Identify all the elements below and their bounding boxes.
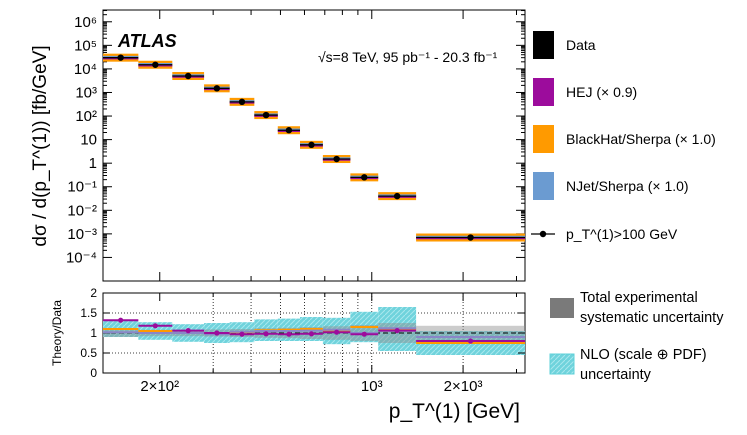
legend-swatch <box>549 353 575 375</box>
data-point <box>333 155 340 163</box>
main-panel-frame <box>102 9 526 282</box>
ratio-y-axis-title: Theory/Data <box>50 300 64 366</box>
energy-annotation: √s=8 TeV, 95 pb⁻¹ - 20.3 fb⁻¹ <box>318 49 498 65</box>
y-tick-label: 10² <box>75 108 97 125</box>
legend-label: NJet/Sherpa (× 1.0) <box>566 178 689 194</box>
data-point <box>117 54 124 61</box>
legend-swatch <box>533 172 554 200</box>
legend-label: p_T^(1)>100 GeV <box>566 226 678 242</box>
y-tick-label: 10⁵ <box>74 37 97 54</box>
data-point <box>213 85 221 92</box>
data-point <box>467 234 474 241</box>
legend-label: Data <box>566 37 596 53</box>
data-point <box>262 111 270 119</box>
hej-ratio-point <box>394 328 400 334</box>
data-point <box>184 72 192 80</box>
hej-ratio-point <box>467 338 474 344</box>
y-tick-label: 10⁻¹ <box>67 179 97 196</box>
data-point <box>393 192 401 200</box>
y-tick-label: 10 <box>80 132 97 149</box>
experiment-label: ATLAS <box>117 31 177 51</box>
hej-ratio-point <box>152 323 158 329</box>
hej-ratio-point <box>239 331 245 337</box>
legend-swatch <box>533 125 554 153</box>
hej-ratio-point <box>185 328 191 334</box>
legend-label: Total experimental <box>580 290 698 306</box>
y-tick-label: 1 <box>89 155 97 172</box>
legend-label: uncertainty <box>580 367 652 383</box>
legend-swatch <box>550 298 574 318</box>
x-tick-label: 2×10² <box>140 378 179 395</box>
y-tick-label: 10⁻³ <box>67 226 97 243</box>
ratio-y-tick-label: 0 <box>90 366 97 380</box>
legend-label: HEJ (× 0.9) <box>566 84 637 100</box>
hej-ratio-point <box>214 330 220 336</box>
data-point <box>285 127 293 134</box>
ratio-y-tick-label: 1 <box>90 326 97 340</box>
hej-ratio-point <box>361 331 367 337</box>
legend-label: NLO (scale ⊕ PDF) <box>580 347 707 363</box>
hej-ratio-point <box>286 331 292 337</box>
y-tick-label: 10⁴ <box>74 61 97 78</box>
ratio-y-tick-label: 2 <box>90 286 97 300</box>
data-point <box>238 98 246 106</box>
legend-label: BlackHat/Sherpa (× 1.0) <box>566 131 716 147</box>
hej-ratio-point <box>263 331 269 337</box>
y-axis-title: dσ / d(p_T^(1)) [fb/GeV] <box>30 45 51 246</box>
legend-label: systematic uncertainty <box>580 310 724 326</box>
data-point <box>152 61 159 68</box>
legend-swatch <box>533 31 554 59</box>
ratio-y-tick-label: 0.5 <box>80 346 97 360</box>
y-tick-label: 10⁻² <box>67 202 97 219</box>
hej-ratio-point <box>118 317 124 323</box>
y-tick-label: 10⁶ <box>74 14 97 31</box>
y-tick-label: 10⁻⁴ <box>66 249 97 266</box>
x-axis-title: p_T^(1) [GeV] <box>389 400 520 423</box>
hej-ratio-point <box>334 329 340 335</box>
data-point <box>361 174 368 181</box>
hej-ratio-point <box>308 331 315 337</box>
ratio-y-tick-label: 1.5 <box>80 306 97 320</box>
x-tick-label: 10³ <box>361 378 383 395</box>
legend-swatch <box>533 78 554 106</box>
y-tick-label: 10³ <box>75 84 97 101</box>
legend-marker <box>539 230 547 238</box>
x-tick-label: 2×10³ <box>444 378 483 395</box>
data-point <box>308 141 315 149</box>
